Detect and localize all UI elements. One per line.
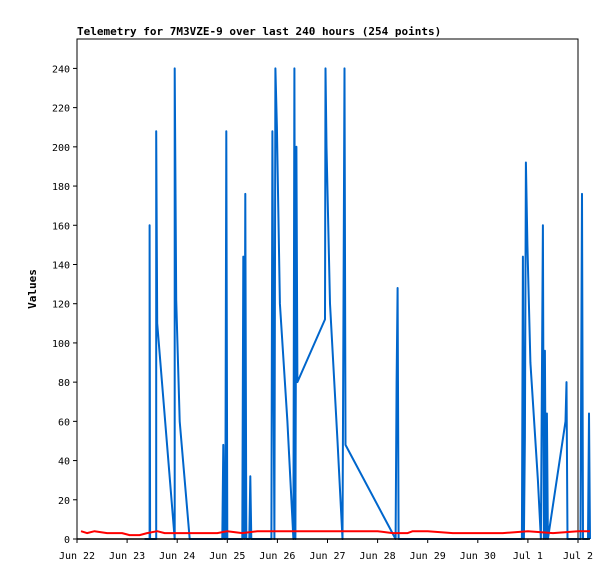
y-axis: 0 20 40 60 80 100 120 140 160 180 200 220 240: [52, 64, 77, 546]
series-line-1: [80, 530, 590, 537]
y-tick-label: 220: [52, 104, 70, 115]
x-tick-label: Jul 1: [513, 551, 543, 562]
x-axis: Jun 22 Jun 23 Jun 24 Jun 25 Jun 26 Jun 27 Jun …: [59, 539, 593, 562]
x-tick-label: Jun 26: [259, 551, 295, 562]
x-tick-label: Jun 28: [360, 551, 396, 562]
y-tick-label: 40: [58, 457, 70, 468]
y-tick-label: 0: [64, 535, 70, 546]
series-line-0: [144, 67, 591, 540]
x-tick-label: Jun 22: [59, 551, 95, 562]
y-tick-label: 120: [52, 300, 70, 311]
y-axis-label: Values: [26, 269, 39, 309]
x-tick-label: Jul 2: [563, 551, 593, 562]
y-tick-label: 60: [58, 417, 70, 428]
x-tick-label: Jun 23: [109, 551, 145, 562]
y-tick-label: 180: [52, 182, 70, 193]
y-tick-label: 240: [52, 64, 70, 75]
plot-area: [76, 38, 579, 540]
y-tick-label: 160: [52, 221, 70, 232]
x-tick-label: Jun 25: [209, 551, 245, 562]
x-tick-label: Jun 24: [159, 551, 195, 562]
series-layer: [77, 67, 591, 540]
y-tick-label: 20: [58, 496, 70, 507]
x-tick-label: Jun 30: [460, 551, 496, 562]
y-tick-label: 80: [58, 378, 70, 389]
chart-title: Telemetry for 7M3VZE-9 over last 240 hou…: [77, 25, 441, 38]
x-tick-label: Jun 29: [410, 551, 446, 562]
y-tick-label: 140: [52, 260, 70, 271]
y-tick-label: 200: [52, 143, 70, 154]
y-tick-label: 100: [52, 339, 70, 350]
x-tick-label: Jun 27: [309, 551, 345, 562]
